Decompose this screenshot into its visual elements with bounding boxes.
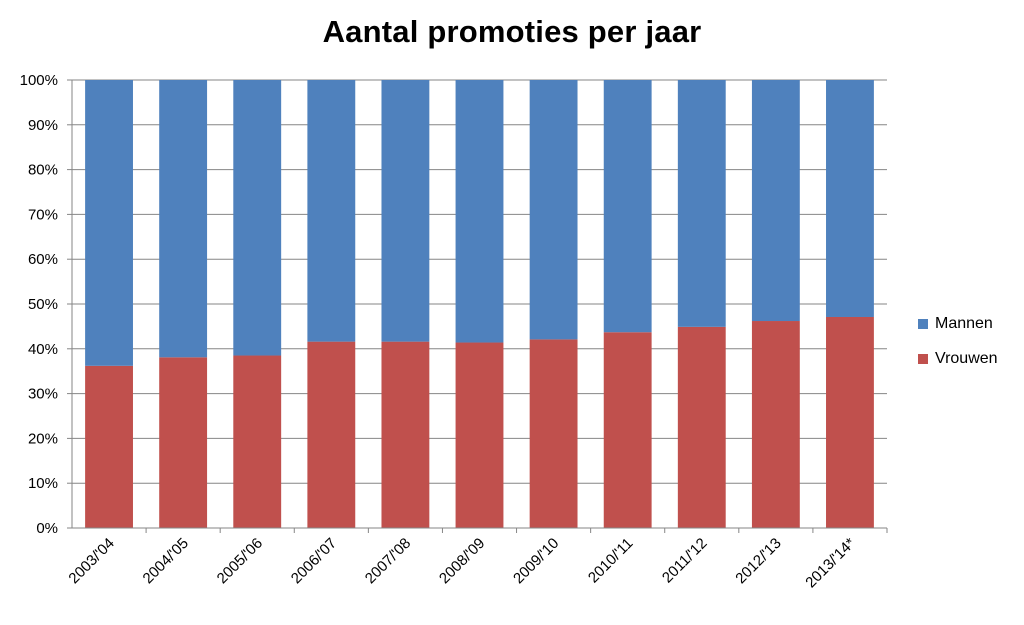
legend: Mannen Vrouwen bbox=[918, 314, 998, 384]
bar-vrouwen bbox=[159, 357, 208, 528]
legend-label-mannen: Mannen bbox=[935, 315, 993, 332]
bar-vrouwen bbox=[751, 321, 800, 528]
y-tick-labels: 0% 10% 20% 30% 40% 50% 60% 70% 80% 90% 100% bbox=[20, 72, 58, 537]
bar-vrouwen bbox=[381, 341, 430, 528]
x-tick-labels: 2003/'04 2004/'05 2005/'06 2006/'07 2007/'08… bbox=[65, 528, 888, 592]
bar-vrouwen bbox=[307, 341, 356, 528]
x-tick-label: 2004/'05 bbox=[140, 535, 192, 587]
x-tick-label: 2010/'11 bbox=[585, 535, 637, 587]
x-tick-label: 2008/'09 bbox=[436, 535, 488, 587]
y-tick-label: 0% bbox=[36, 520, 58, 537]
x-tick-label: 2009/'10 bbox=[510, 535, 562, 587]
y-tick-label: 40% bbox=[28, 341, 58, 358]
bar-mannen bbox=[603, 80, 652, 333]
bar-mannen bbox=[529, 80, 578, 340]
bar-mannen bbox=[455, 80, 504, 343]
bar-vrouwen bbox=[85, 365, 133, 528]
x-tick-label: 2007/'08 bbox=[362, 535, 414, 587]
y-tick-label: 30% bbox=[28, 386, 58, 403]
bar-vrouwen bbox=[677, 326, 726, 528]
bar-vrouwen bbox=[233, 355, 282, 528]
bar-vrouwen bbox=[529, 339, 578, 528]
axes bbox=[67, 80, 887, 529]
y-tick-label: 90% bbox=[28, 117, 58, 134]
bar-mannen bbox=[85, 80, 133, 366]
x-tick-label: 2013/'14* bbox=[802, 535, 859, 592]
chart-title: Aantal promoties per jaar bbox=[322, 14, 702, 49]
x-tick-label: 2005/'06 bbox=[214, 535, 266, 587]
bar-mannen bbox=[826, 80, 874, 317]
y-tick-label: 80% bbox=[28, 162, 58, 179]
legend-swatch-mannen bbox=[918, 319, 928, 329]
x-tick-label: 2011/'12 bbox=[659, 535, 711, 587]
bar-mannen bbox=[159, 80, 208, 358]
y-tick-label: 10% bbox=[28, 475, 58, 492]
y-tick-label: 100% bbox=[20, 72, 58, 89]
legend-swatch-vrouwen bbox=[918, 354, 928, 364]
bar-mannen bbox=[751, 80, 800, 322]
x-tick-label: 2006/'07 bbox=[288, 535, 340, 587]
legend-label-vrouwen: Vrouwen bbox=[935, 350, 998, 367]
x-tick-label: 2012/'13 bbox=[732, 535, 784, 587]
bar-mannen bbox=[677, 80, 726, 327]
bar-mannen bbox=[381, 80, 430, 342]
bar-vrouwen bbox=[826, 316, 874, 528]
bar-mannen bbox=[233, 80, 282, 356]
bar-mannen bbox=[307, 80, 356, 342]
bars bbox=[85, 80, 874, 528]
x-tick-label: 2003/'04 bbox=[65, 535, 117, 587]
legend-item-mannen: Mannen bbox=[918, 314, 998, 334]
y-tick-label: 50% bbox=[28, 296, 58, 313]
bar-vrouwen bbox=[603, 332, 652, 528]
y-tick-label: 70% bbox=[28, 206, 58, 223]
y-tick-label: 20% bbox=[28, 430, 58, 447]
legend-item-vrouwen: Vrouwen bbox=[918, 349, 998, 369]
y-tick-label: 60% bbox=[28, 251, 58, 268]
bar-vrouwen bbox=[455, 342, 504, 528]
